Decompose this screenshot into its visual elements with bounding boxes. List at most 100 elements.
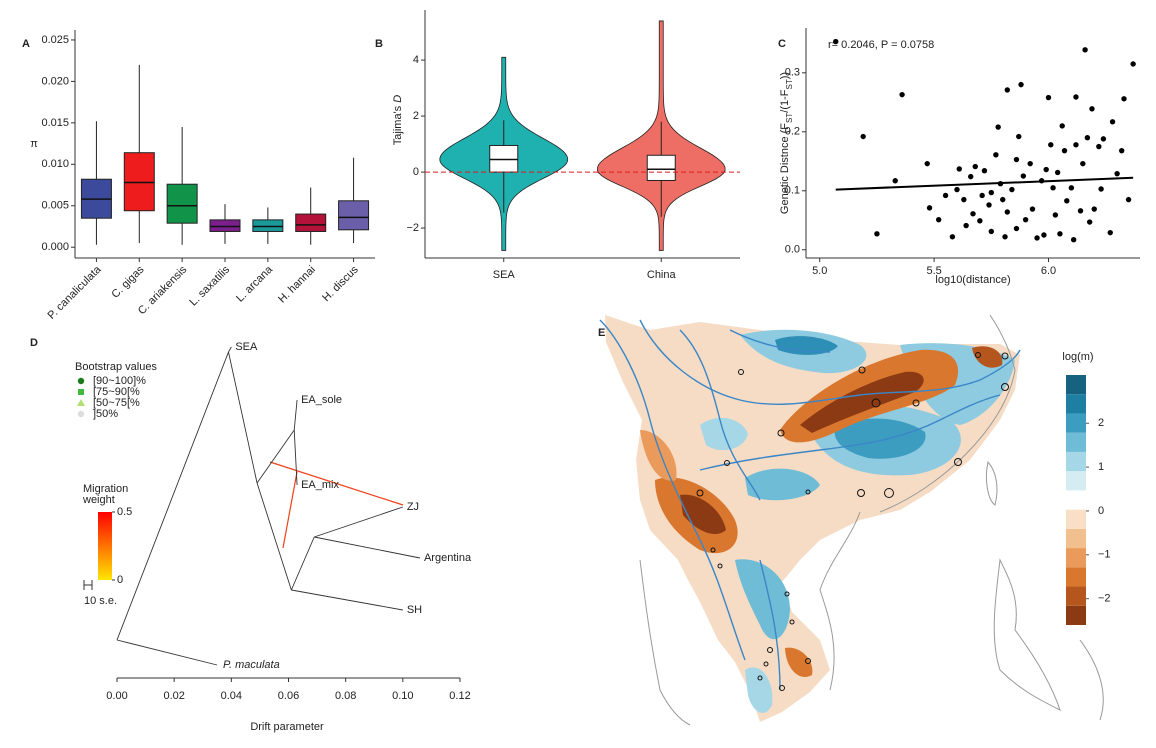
contour-orange <box>972 346 1003 368</box>
point <box>1064 198 1070 204</box>
x-tick-label: 6.0 <box>1041 265 1056 277</box>
colorbar-label: 2 <box>1098 417 1104 429</box>
point <box>1034 235 1040 241</box>
colorbar-step <box>1066 490 1086 510</box>
legend-symbol <box>77 410 85 418</box>
x-tick-label: China <box>647 269 677 281</box>
river <box>639 319 1021 405</box>
box <box>295 213 327 232</box>
migration-edges <box>269 461 404 549</box>
label-part: ST <box>785 113 794 123</box>
site <box>858 366 866 374</box>
migration-edge <box>282 471 298 549</box>
point <box>1100 136 1107 142</box>
point <box>993 152 999 158</box>
site <box>857 489 865 497</box>
coastlines <box>639 314 1104 726</box>
site <box>696 489 704 497</box>
axis-label: Tajima's D <box>392 95 404 145</box>
x-tick-label: 5.0 <box>812 265 827 277</box>
point <box>1004 87 1011 93</box>
point <box>1109 119 1116 125</box>
colorbar-step <box>1066 605 1086 625</box>
point <box>949 234 956 240</box>
colorbar-step <box>1066 567 1086 587</box>
colorbar-label: 0 <box>1098 505 1104 517</box>
site <box>738 369 744 375</box>
point <box>1027 160 1033 167</box>
x-tick-label: 0.10 <box>392 690 413 702</box>
point <box>963 222 969 229</box>
y-tick-label: 4 <box>413 54 419 66</box>
contour-orange <box>680 494 726 535</box>
y-tick-label: 0.020 <box>41 75 69 87</box>
panel-label: E <box>598 327 605 339</box>
tree-edge <box>293 399 298 431</box>
box <box>646 154 676 181</box>
site <box>767 647 773 653</box>
legend-label: [75~90[% <box>93 386 140 398</box>
tree-edge <box>116 351 229 641</box>
x-axis-label: Drift parameter <box>250 721 324 733</box>
site <box>884 488 894 498</box>
site <box>954 458 962 466</box>
coast <box>879 314 1016 513</box>
y-tick-label: 0 <box>413 166 419 178</box>
point <box>986 202 992 208</box>
point <box>1073 94 1079 100</box>
point <box>1096 143 1102 150</box>
contour-blue <box>834 418 926 459</box>
point <box>970 211 976 217</box>
x-tick-label: 0.12 <box>449 690 470 702</box>
river <box>729 329 831 353</box>
y-tick-label: 0.010 <box>41 158 69 170</box>
point <box>1070 237 1077 243</box>
map <box>599 314 1104 726</box>
coast <box>985 460 998 506</box>
contour-orange <box>800 371 924 433</box>
site <box>871 398 881 408</box>
contour-orange <box>640 430 677 481</box>
colorbar-step <box>1066 413 1086 433</box>
point <box>1091 206 1097 212</box>
point <box>924 160 930 167</box>
tree-edge <box>314 506 403 538</box>
point <box>1043 166 1049 173</box>
coast <box>819 511 861 691</box>
site <box>912 399 920 407</box>
river <box>759 559 781 691</box>
x-tick-label: 0.08 <box>335 690 356 702</box>
point <box>1114 170 1120 177</box>
legend-label: [50~75[% <box>93 397 140 409</box>
x-tick-label: SEA <box>493 269 516 281</box>
point <box>1121 96 1127 102</box>
legend-symbol <box>78 389 84 395</box>
point <box>968 173 974 180</box>
point <box>961 196 967 203</box>
tip-label: SEA <box>235 341 258 353</box>
contour-blue <box>745 468 820 501</box>
site <box>789 619 795 625</box>
point <box>1045 94 1052 101</box>
contour-blue <box>735 559 790 640</box>
fit-line <box>835 176 1134 191</box>
colorbar-step <box>1066 586 1086 606</box>
y-tick-label: −2 <box>406 222 419 234</box>
label-part: Tajima's <box>392 103 404 145</box>
point <box>972 163 978 170</box>
point <box>1082 47 1088 53</box>
panel-label: A <box>22 38 30 50</box>
point <box>954 186 960 193</box>
colorbar-step <box>1066 471 1086 491</box>
scale-bar-label: 10 s.e. <box>84 595 117 607</box>
point <box>1022 216 1029 223</box>
colorbar-label: 1 <box>1098 461 1104 473</box>
site <box>724 460 730 466</box>
coast <box>993 558 1061 711</box>
point <box>1000 196 1006 203</box>
x-axis-label: log10(distance) <box>935 274 1010 286</box>
point <box>1107 229 1113 236</box>
tree-edge <box>228 351 258 484</box>
site <box>1001 383 1009 391</box>
